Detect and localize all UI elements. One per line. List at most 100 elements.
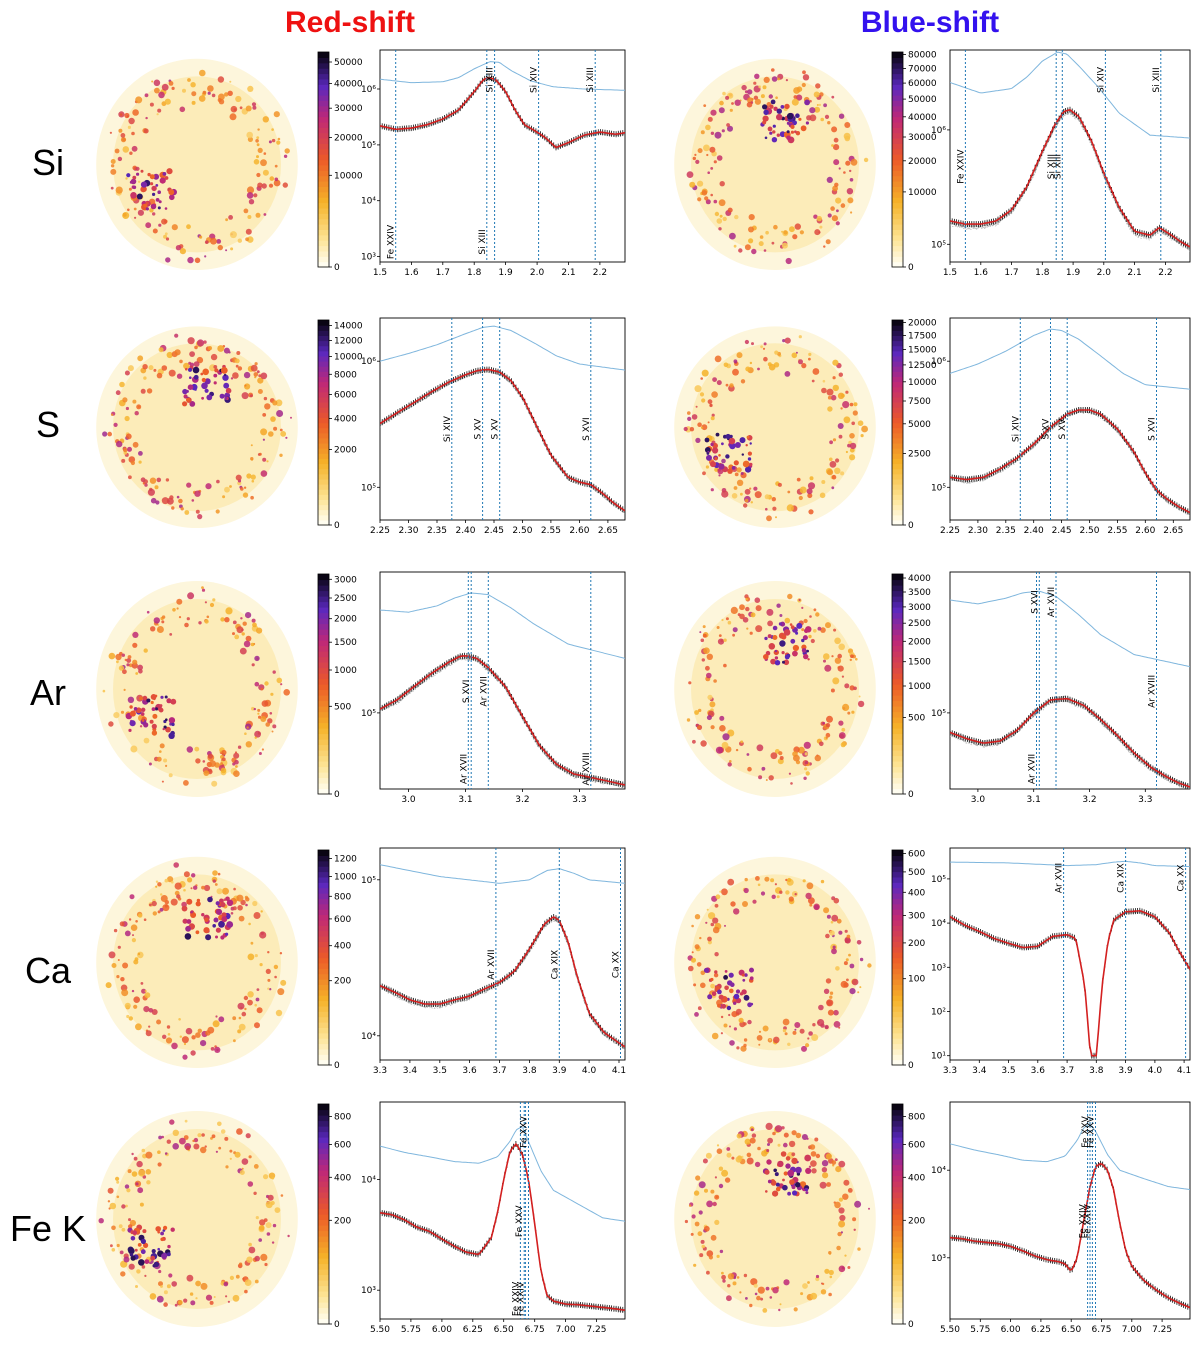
emission-knot [833,897,840,904]
emission-knot [784,103,790,110]
x-tick-label: 6.50 [1061,1325,1081,1335]
colorbar-segment [318,1038,329,1045]
emission-knot [144,992,151,999]
colorbar-tick-label: 1500 [334,638,357,648]
emission-knot [115,186,123,194]
emission-knot [690,1232,694,1236]
emission-knot [721,1169,729,1177]
emission-knot [801,648,807,653]
emission-knot [728,1013,731,1017]
emission-knot [237,366,243,371]
emission-knot [189,1292,194,1296]
line-marker-label: Ca XX [1177,865,1187,892]
emission-knot [102,689,106,693]
emission-knot [808,357,811,361]
emission-knot [201,1133,205,1137]
emission-knot [204,378,211,385]
emission-knot [182,88,186,93]
emission-knot [189,376,192,380]
broadband-spectrum [380,864,625,884]
pixel-spectrum [380,1144,625,1311]
emission-knot [725,617,729,621]
emission-knot [815,1153,821,1159]
emission-knot [789,623,793,626]
emission-knot [230,105,238,113]
colorbar-tick-label: 8000 [334,370,357,380]
emission-knot [807,1281,810,1284]
emission-knot [710,922,715,927]
x-tick-label: 3.6 [462,1066,477,1076]
emission-knot [720,1015,724,1019]
colorbar-segment [892,417,903,424]
colorbar-segment [892,733,903,740]
emission-knot [283,689,291,696]
emission-knot [140,1238,146,1244]
emission-knot [784,371,791,377]
emission-knot [271,1176,275,1180]
emission-knot [166,698,172,704]
emission-knot [752,899,757,904]
colorbar-segment [892,62,903,69]
line-marker-label: S XV [474,418,484,440]
emission-knot [267,718,273,724]
emission-knot [824,1268,830,1274]
colorbar-segment [318,229,329,236]
emission-knot [274,164,278,168]
emission-knot [276,677,283,684]
line-marker-label: Si XIV [1011,415,1021,442]
emission-knot [846,978,849,982]
emission-knot [158,1281,163,1287]
emission-knot [779,1303,782,1306]
emission-knot [161,615,166,619]
emission-knot [119,1250,124,1255]
emission-knot [777,482,782,487]
emission-knot [764,136,768,140]
line-marker-label: S XV [1042,418,1052,440]
colorbar-segment [318,1059,329,1066]
colorbar-segment [892,164,903,171]
emission-knot [716,155,723,161]
emission-knot [260,372,268,380]
colorbar-segment [892,941,903,948]
emission-knot [207,85,214,92]
emission-knot [184,933,192,940]
emission-knot [779,890,783,894]
emission-knot [843,132,851,140]
pixel-spectrum [380,370,625,513]
pixel-spectrum [950,112,1190,250]
emission-knot [791,98,799,106]
colorbar-segment [892,601,903,608]
emission-knot [149,208,154,213]
emission-knot [723,362,729,368]
colorbar-segment [892,432,903,439]
emission-knot [793,1307,798,1312]
line-marker-label: Ar XVII [1055,863,1065,893]
emission-knot [260,716,267,722]
emission-knot [226,921,234,928]
emission-knot [781,1126,785,1130]
emission-knot [190,912,197,918]
emission-knot [819,225,823,229]
broadband-spectrum [950,51,1190,139]
emission-knot [247,215,252,219]
emission-knot [718,634,722,637]
emission-knot [788,896,794,902]
emission-knot [847,197,854,204]
emission-knot [236,626,244,634]
emission-knot [705,199,711,205]
emission-knot [754,1161,761,1168]
emission-knot [280,431,287,437]
emission-knot [171,506,175,510]
emission-knot [194,746,200,752]
emission-knot [138,460,142,464]
colorbar-tick-label: 800 [334,1113,351,1123]
emission-knot [151,723,157,730]
row-label-ca: Ca [24,950,72,991]
emission-knot [780,1151,787,1157]
colorbar-segment [892,1269,903,1276]
colorbar-segment [318,1208,329,1215]
emission-knot [792,234,798,240]
emission-knot [839,1214,846,1222]
colorbar-segment [892,116,903,123]
emission-knot [143,918,147,921]
